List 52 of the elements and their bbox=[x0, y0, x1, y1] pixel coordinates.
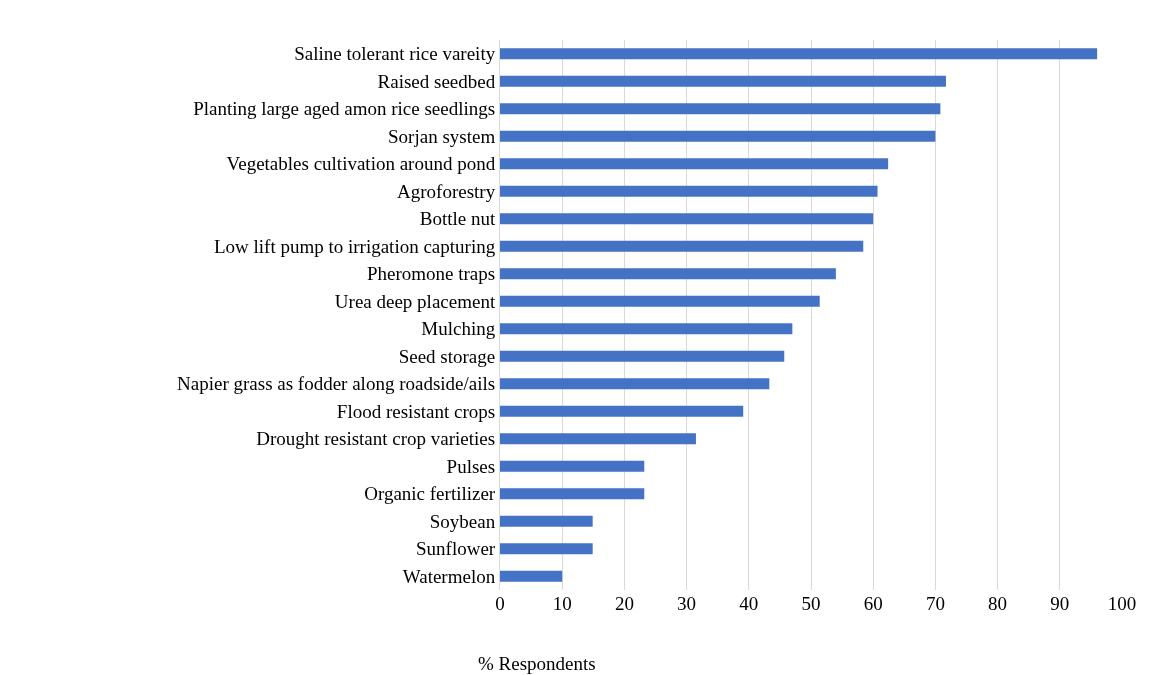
bar bbox=[500, 240, 864, 252]
y-tick-label: Seed storage bbox=[398, 345, 496, 367]
y-tick-label: Vegetables cultivation around pond bbox=[226, 153, 496, 175]
y-tick-label: Saline tolerant rice vareity bbox=[294, 43, 496, 65]
y-tick-label: Pulses bbox=[446, 455, 496, 477]
bar bbox=[500, 378, 770, 390]
bar bbox=[500, 405, 744, 417]
bar bbox=[500, 75, 946, 87]
y-tick-label: Drought resistant crop varieties bbox=[256, 428, 496, 450]
x-tick-label: 0 bbox=[495, 593, 505, 614]
x-tick-label: 20 bbox=[614, 593, 634, 614]
y-tick-label: Raised seedbed bbox=[377, 70, 496, 92]
y-tick-label: Planting large aged amon rice seedlings bbox=[193, 98, 496, 120]
y-tick-label: Watermelon bbox=[402, 565, 496, 587]
bar bbox=[500, 350, 785, 362]
x-tick-label: 80 bbox=[988, 593, 1008, 614]
bar bbox=[500, 268, 836, 280]
bar bbox=[500, 185, 878, 197]
x-tick-label: 70 bbox=[925, 593, 945, 614]
bar bbox=[500, 433, 696, 445]
y-tick-label: Low lift pump to irrigation capturing bbox=[213, 235, 496, 257]
x-tick-label: 100 bbox=[1107, 593, 1137, 614]
bar bbox=[500, 158, 889, 170]
y-tick-label: Napier grass as fodder along roadside/ails bbox=[177, 373, 496, 395]
y-tick-label: Sorjan system bbox=[388, 125, 496, 147]
x-tick-label: 90 bbox=[1050, 593, 1070, 614]
bar bbox=[500, 570, 563, 582]
y-tick-label: Urea deep placement bbox=[334, 290, 496, 312]
bar bbox=[500, 515, 593, 527]
x-tick-label: 30 bbox=[677, 593, 697, 614]
bar bbox=[500, 323, 793, 335]
bar bbox=[500, 543, 593, 555]
bar bbox=[500, 130, 936, 142]
y-tick-label: Pheromone traps bbox=[366, 263, 496, 285]
bar bbox=[500, 460, 645, 472]
bar bbox=[500, 213, 874, 225]
y-tick-label: Mulching bbox=[421, 318, 496, 340]
bar bbox=[500, 48, 1098, 60]
y-tick-label: Flood resistant crops bbox=[336, 400, 496, 422]
x-axis-title: % Respondents bbox=[478, 653, 596, 674]
x-tick-label: 40 bbox=[739, 593, 759, 614]
y-tick-label: Organic fertilizer bbox=[364, 483, 496, 505]
y-tick-label: Agroforestry bbox=[397, 180, 496, 202]
y-tick-label: Sunflower bbox=[416, 538, 496, 560]
x-tick-label: 50 bbox=[801, 593, 821, 614]
x-tick-label: 10 bbox=[552, 593, 572, 614]
y-tick-label: Soybean bbox=[429, 510, 496, 532]
bar bbox=[500, 295, 820, 307]
x-tick-label: 60 bbox=[863, 593, 883, 614]
y-tick-label: Bottle nut bbox=[419, 208, 496, 230]
bar bbox=[500, 103, 941, 115]
bar bbox=[500, 488, 645, 500]
